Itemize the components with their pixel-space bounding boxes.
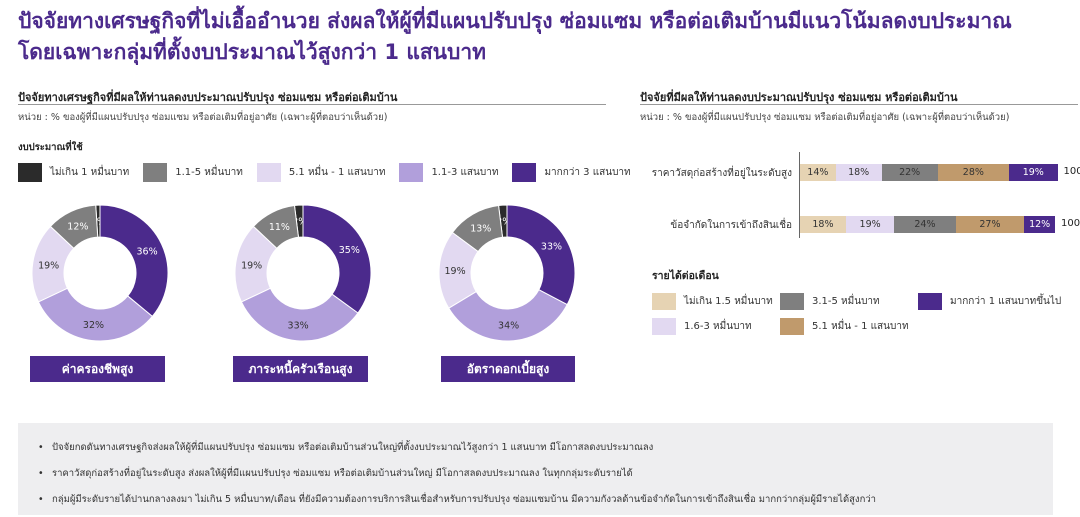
bar-segment: 12%: [1024, 216, 1055, 233]
donut-slice: [37, 287, 154, 342]
legend-item: ไม่เกิน 1 หมื่นบาท: [18, 163, 129, 182]
bar-total-label: 100%: [1063, 166, 1080, 177]
stacked-bar-material-cost: 14% 18% 22% 28% 19%: [800, 164, 1058, 181]
budget-legend: ไม่เกิน 1 หมื่นบาท 1.1-5 หมื่นบาท 5.1 หม…: [18, 163, 645, 182]
legend-item: 1.1-5 หมื่นบาท: [143, 163, 243, 182]
note-item: กลุ่มผู้มีระดับรายได้ปานกลางลงมา ไม่เกิน…: [38, 487, 1053, 513]
legend-label: 3.1-5 หมื่นบาท: [812, 296, 880, 307]
donut-data-label: 34%: [498, 320, 519, 331]
bar-segment: 24%: [894, 216, 956, 233]
legend-label: 5.1 หมื่น - 1 แสนบาท: [812, 321, 909, 332]
legend-item: มากกว่า 3 แสนบาท: [512, 163, 631, 182]
donut-data-label: 19%: [241, 260, 262, 271]
donut-slice: [31, 225, 75, 303]
legend-label: 1.6-3 หมื่นบาท: [684, 321, 752, 332]
donut-data-label: 13%: [470, 224, 491, 235]
notes-box: ปัจจัยกดดันทางเศรษฐกิจส่งผลให้ผู้ที่มีแผ…: [18, 423, 1053, 515]
legend-swatch: [143, 163, 168, 182]
bar-category-label: ราคาวัสดุก่อสร้างที่อยู่ในระดับสูง: [651, 168, 792, 179]
legend-swatch: [652, 318, 676, 335]
legend-label: 5.1 หมื่น - 1 แสนบาท: [288, 167, 386, 178]
legend-label: มากกว่า 3 แสนบาท: [544, 167, 631, 178]
income-legend-item: 5.1 หมื่น - 1 แสนบาท: [780, 318, 909, 335]
donut-label-household-debt: ภาระหนี้ครัวเรือนสูง: [233, 356, 368, 382]
left-section-rule: [18, 104, 606, 105]
donut-slice: [506, 204, 576, 306]
right-section-rule: [640, 104, 1078, 105]
donut-data-label: 19%: [38, 260, 59, 271]
donut-data-label: 2%: [292, 217, 307, 228]
note-item: ปัจจัยกดดันทางเศรษฐกิจส่งผลให้ผู้ที่มีแผ…: [38, 435, 1053, 461]
income-legend-item: มากกว่า 1 แสนบาทขึ้นไป: [918, 293, 1061, 310]
headline-line-2: โดยเฉพาะกลุ่มที่ตั้งงบประมาณไว้สูงกว่า 1…: [18, 40, 486, 64]
right-section-title: ปัจจัยที่มีผลให้ท่านลดงบประมาณปรับปรุง ซ…: [640, 91, 958, 104]
legend-swatch: [918, 293, 942, 310]
donut-slice: [99, 204, 169, 318]
stacked-bar-credit-access: 18% 19% 24% 27% 12%: [800, 216, 1055, 233]
donut-slice: [448, 289, 568, 342]
donut-data-label: 1%: [91, 217, 106, 228]
bar-total-label: 100%: [1061, 218, 1080, 229]
donut-data-label: 36%: [136, 246, 157, 257]
donut-slice: [234, 225, 278, 303]
legend-label: มากกว่า 1 แสนบาทขึ้นไป: [950, 296, 1062, 307]
bar-segment: 27%: [955, 216, 1025, 233]
left-section-title: ปัจจัยทางเศรษฐกิจที่มีผลให้ท่านลดงบประมา…: [18, 91, 398, 104]
budget-legend-title: งบประมาณที่ใช้: [18, 142, 83, 153]
left-section-unit: หน่วย : % ของผู้ที่มีแผนปรับปรุง ซ่อมแซม…: [18, 112, 388, 123]
legend-label: ไม่เกิน 1 หมื่นบาท: [50, 167, 130, 178]
donut-chart-interest-rate: 2% 13% 19% 34% 33%: [438, 204, 576, 342]
legend-swatch: [780, 293, 804, 310]
donut-slice: [438, 231, 479, 309]
donut-slice: [252, 204, 300, 250]
donut-data-label: 11%: [269, 222, 290, 233]
legend-label: 1.1-3 แสนบาท: [431, 167, 499, 178]
headline-line-1: ปัจจัยทางเศรษฐกิจที่ไม่เอื้ออำนวย ส่งผลใ…: [18, 9, 1012, 33]
bar-segment: 14%: [800, 164, 836, 181]
legend-swatch: [780, 318, 804, 335]
bar-segment: 22%: [881, 164, 938, 181]
bar-segment: 28%: [937, 164, 1010, 181]
legend-swatch: [512, 163, 537, 182]
donut-slice: [451, 204, 504, 253]
donut-label-interest-rate: อัตราดอกเบี้ยสูง: [441, 356, 575, 382]
bar-segment: 18%: [835, 164, 882, 181]
donut-data-label: 19%: [444, 266, 465, 277]
donut-chart-household-debt: 2%11% 19% 33% 35%: [234, 204, 372, 342]
income-legend-item: 3.1-5 หมื่นบาท: [780, 293, 880, 310]
legend-swatch: [18, 163, 42, 182]
right-section-unit: หน่วย : % ของผู้ที่มีแผนปรับปรุง ซ่อมแซม…: [640, 112, 1010, 123]
legend-label: ไม่เกิน 1.5 หมื่นบาท: [684, 296, 773, 307]
donut-data-label: 33%: [541, 242, 562, 253]
legend-item: 1.1-3 แสนบาท: [399, 163, 498, 182]
donut-slice: [302, 204, 372, 314]
donut-data-label: 2%: [496, 217, 511, 228]
legend-swatch: [652, 293, 676, 310]
income-legend-item: ไม่เกิน 1.5 หมื่นบาท: [652, 293, 773, 310]
donut-data-label: 33%: [288, 320, 309, 331]
income-legend-item: 1.6-3 หมื่นบาท: [652, 318, 752, 335]
donut-label-cost-of-living: ค่าครองชีพสูง: [30, 356, 165, 382]
legend-label: 1.1-5 หมื่นบาท: [175, 167, 243, 178]
donut-slice: [240, 287, 359, 342]
donut-data-label: 32%: [83, 320, 104, 331]
note-item: ราคาวัสดุก่อสร้างที่อยู่ในระดับสูง ส่งผล…: [38, 461, 1053, 487]
income-legend-title: รายได้ต่อเดือน: [652, 270, 719, 282]
donut-chart-cost-of-living: 1%12% 19% 32% 36%: [31, 204, 169, 342]
bar-axis-line: [799, 152, 800, 238]
donut-data-label: 35%: [339, 245, 360, 256]
legend-swatch: [256, 163, 281, 182]
donut-data-label: 12%: [67, 221, 88, 232]
bar-segment: 19%: [1009, 164, 1058, 181]
bar-category-label: ข้อจำกัดในการเข้าถึงสินเชื่อ: [670, 220, 792, 231]
legend-swatch: [399, 163, 424, 182]
bar-segment: 18%: [800, 216, 846, 233]
bar-segment: 19%: [845, 216, 895, 233]
legend-item: 5.1 หมื่น - 1 แสนบาท: [256, 163, 386, 182]
headline: ปัจจัยทางเศรษฐกิจที่ไม่เอื้ออำนวย ส่งผลใ…: [18, 6, 1068, 68]
